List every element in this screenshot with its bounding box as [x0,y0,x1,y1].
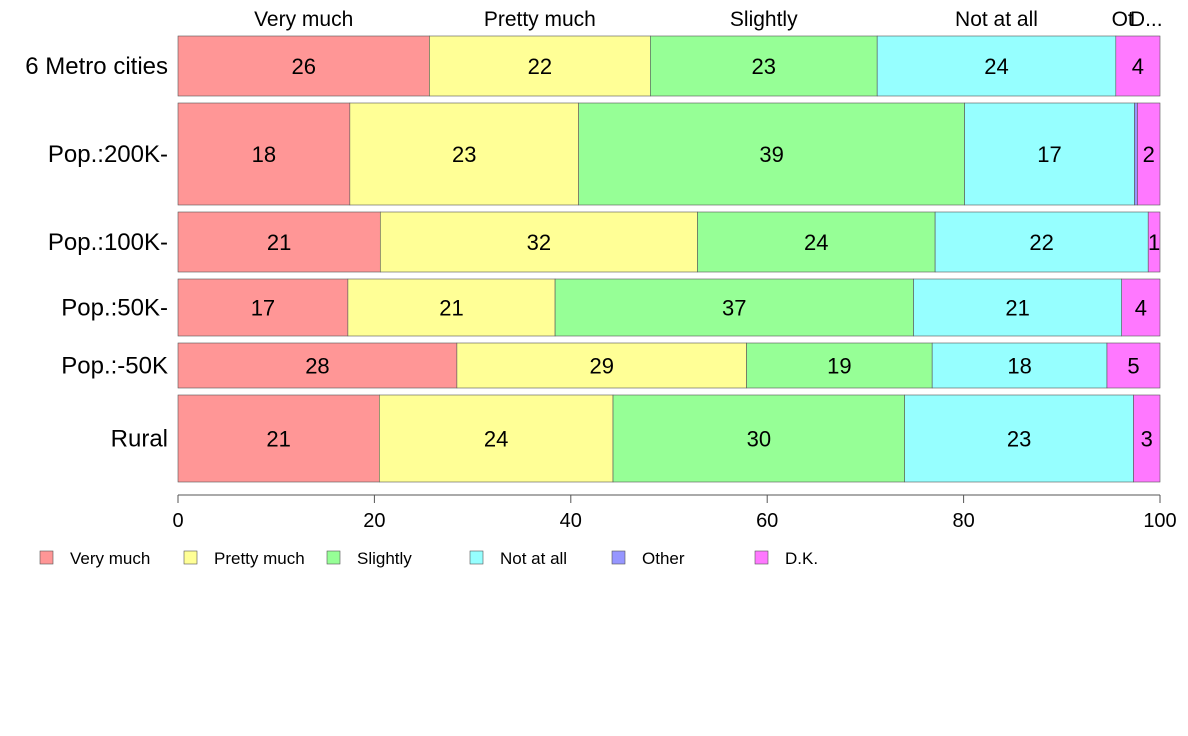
category-label: Rural [111,426,168,453]
top-category-label: Very much [254,8,353,31]
bar-segment [913,278,1123,337]
legend-label: Other [642,549,685,568]
data-label: 24 [984,54,1008,79]
x-tick-label: 20 [363,510,385,532]
data-label: 22 [1029,230,1053,255]
bar-segment [177,211,381,273]
category-label: Pop.:200K- [48,141,168,168]
bar-segment [650,35,878,97]
bars-layer: 26 22 23 24 418 23 39 17 221 32 24 22 117 21 37 21 428 29… [177,35,1161,483]
x-tick-label: 0 [172,510,183,532]
bar-segment [697,211,936,273]
data-label: 32 [527,230,551,255]
bar-segment [964,102,1135,206]
bar-segment [1147,211,1161,273]
data-label: 18 [252,142,276,167]
bar-segment [1133,394,1161,483]
bar-segment [379,394,614,483]
bar-segment [1134,102,1138,206]
x-tick-label: 80 [952,510,974,532]
category-label: Pop.:50K- [61,295,168,322]
x-tick-label: 60 [756,510,778,532]
data-label: 2 [1143,142,1155,167]
legend-swatch [183,550,198,565]
data-label: 5 [1127,354,1139,379]
legend-label: D.K. [785,549,818,568]
top-category-label: Slightly [730,8,798,31]
data-label: 28 [305,354,329,379]
legend: Very much Pretty much Slightly Not at all Ot… [39,549,818,568]
bar-segment [177,278,349,337]
x-axis: 0 20 40 60 80 100 [172,494,1177,532]
data-label: 21 [267,230,291,255]
bar-segment [1106,342,1161,389]
data-label: 30 [747,427,771,452]
bar-segment [578,102,965,206]
data-label: 26 [291,54,315,79]
bar-segment [429,35,651,97]
bar-segment [876,35,1117,97]
top-category-label: D... [1130,8,1163,31]
data-label: 18 [1007,354,1031,379]
data-label: 23 [452,142,476,167]
x-tick-label: 40 [560,510,582,532]
legend-swatch [611,550,626,565]
data-label: 22 [528,54,552,79]
data-label: 1 [1148,230,1160,255]
data-label: 4 [1135,296,1147,321]
bar-segment [177,35,430,97]
category-label: Pop.:-50K [61,353,168,380]
data-label: 23 [1007,427,1031,452]
data-label: 29 [589,354,613,379]
data-label: 17 [1037,142,1061,167]
bar-segment [349,102,579,206]
data-label: 19 [827,354,851,379]
data-label: 37 [722,296,746,321]
data-label: 21 [1005,296,1029,321]
legend-swatch [754,550,769,565]
x-tick-label: 100 [1143,510,1176,532]
legend-label: Not at all [500,549,567,568]
data-label: 24 [804,230,828,255]
bar-segment [934,211,1149,273]
top-labels-layer: Very much Pretty much Slightly Not at all Ot… [254,8,1163,31]
bar-segment [612,394,905,483]
bar-segment [1121,278,1161,337]
data-label: 17 [251,296,275,321]
row-labels-layer: 6 Metro cities Pop.:200K- Pop.:100K- Pop.:5… [25,53,168,453]
bar-segment [177,102,351,206]
top-category-label: Pretty much [484,8,596,31]
data-label: 4 [1132,54,1144,79]
data-label: 21 [266,427,290,452]
data-label: 39 [759,142,783,167]
bar-segment [554,278,914,337]
bar-segment [379,211,698,273]
category-label: Pop.:100K- [48,229,168,256]
bar-segment [904,394,1134,483]
legend-swatch [469,550,484,565]
legend-label: Slightly [357,549,412,568]
legend-swatch [39,550,54,565]
bar-segment [1137,102,1161,206]
bar-segment [347,278,556,337]
data-label: 21 [439,296,463,321]
bar-segment [456,342,747,389]
top-category-label: Ot [1112,8,1134,31]
legend-label: Pretty much [214,549,305,568]
bar-segment [1115,35,1161,97]
data-label: 3 [1141,427,1153,452]
data-label: 24 [484,427,508,452]
category-label: 6 Metro cities [25,53,168,80]
legend-swatch [326,550,341,565]
top-category-label: Not at all [955,8,1038,31]
bar-segment [177,394,380,483]
bar-segment [931,342,1108,389]
data-label: 23 [752,54,776,79]
legend-label: Very much [70,549,150,568]
bar-segment [177,342,458,389]
